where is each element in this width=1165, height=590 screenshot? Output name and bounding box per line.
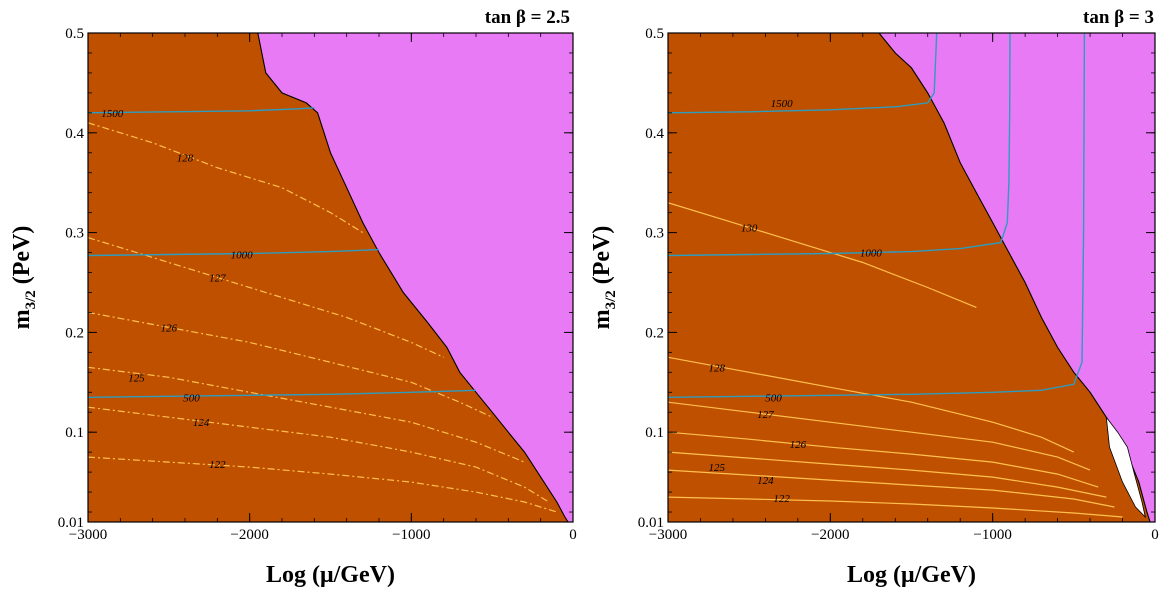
x-tick-label: −3000 — [649, 527, 687, 543]
mass-contour — [668, 33, 1086, 398]
higgs-contour — [88, 122, 364, 234]
x-axis-label: Log (μ/GeV) — [266, 562, 395, 588]
y-tick-label: 0.1 — [65, 425, 84, 441]
excluded-region — [879, 33, 1155, 522]
higgs-contour-label: 125 — [128, 372, 145, 384]
y-tick-label: 0.4 — [645, 126, 664, 142]
x-tick-label: 0 — [1151, 527, 1159, 543]
higgs-contour-label: 127 — [209, 273, 226, 285]
higgs-contour — [668, 401, 1091, 471]
higgs-contour-label: 124 — [757, 475, 774, 487]
y-tick-label: 0.2 — [65, 325, 84, 341]
higgs-contour-label: 126 — [161, 322, 178, 334]
y-axis-label-main: m — [9, 309, 35, 329]
mass-contour — [88, 107, 315, 114]
excluded-region — [257, 33, 573, 522]
higgs-contour-label: 122 — [773, 493, 790, 505]
y-tick-label: 0.3 — [645, 226, 664, 242]
higgs-contour-label: 124 — [193, 417, 210, 429]
higgs-contour — [668, 451, 1107, 498]
panel-left: tan β = 2.5 128 127 126 125 124 122 1500 1000 50… — [9, 7, 577, 588]
mass-contour — [668, 33, 938, 114]
higgs-contour — [88, 406, 550, 503]
mass-contour-label: 500 — [183, 392, 200, 404]
y-axis-label: m3/2 (PeV) — [589, 226, 619, 330]
mass-contour — [668, 33, 1011, 257]
x-tick-label: −1000 — [973, 527, 1011, 543]
higgs-contour — [88, 456, 557, 513]
higgs-contour-label: 127 — [757, 409, 774, 421]
mass-contour-label: 1000 — [231, 250, 254, 262]
panel-title: tan β = 2.5 — [485, 7, 570, 28]
y-axis-label-unit: (PeV) — [9, 226, 35, 285]
x-tick-label: −2000 — [811, 527, 849, 543]
panel-title: tan β = 3 — [1083, 7, 1154, 28]
y-axis-label-sub: 3/2 — [603, 290, 619, 309]
x-axis-label: Log (μ/GeV) — [847, 562, 976, 588]
x-tick-label: −1000 — [392, 527, 430, 543]
higgs-contour — [668, 202, 977, 308]
y-axis-label-main: m — [589, 309, 615, 329]
y-axis-label: m3/2 (PeV) — [9, 226, 39, 330]
y-axis-label-unit: (PeV) — [589, 226, 615, 285]
higgs-contour-label: 122 — [209, 459, 226, 471]
y-tick-label: 0.2 — [645, 325, 664, 341]
higgs-contour — [668, 496, 1123, 518]
y-tick-label: 0.1 — [645, 425, 664, 441]
mass-contour — [88, 389, 477, 398]
y-tick-label: 0.5 — [645, 26, 664, 42]
x-tick-label: 0 — [569, 527, 577, 543]
y-tick-label: 0.3 — [65, 226, 84, 242]
y-axis-label-sub: 3/2 — [23, 290, 39, 309]
higgs-contour — [88, 366, 525, 463]
plot-area: 130 128 127 126 125 124 122 1500 1000 500 — [668, 33, 1155, 522]
y-tick-label: 0.4 — [65, 126, 84, 142]
higgs-contour-label: 130 — [741, 223, 758, 235]
y-tick-label: 0.01 — [638, 515, 664, 531]
higgs-contour-label: 128 — [708, 362, 725, 374]
plot-area: 128 127 126 125 124 122 1500 1000 500 — [88, 33, 573, 522]
higgs-contour-label: 125 — [708, 462, 725, 474]
y-tick-label: 0.5 — [65, 26, 84, 42]
mass-contour-label: 1000 — [860, 248, 883, 260]
mass-contour-label: 500 — [765, 392, 782, 404]
x-tick-label: −2000 — [230, 527, 268, 543]
mass-contour-label: 1500 — [101, 108, 124, 120]
y-tick-label: 0.01 — [58, 515, 84, 531]
mass-contour-label: 1500 — [771, 98, 794, 110]
x-tick-label: −3000 — [69, 527, 107, 543]
plot-frame — [87, 32, 574, 523]
higgs-contour — [668, 356, 1075, 453]
panel-right: tan β = 3 130 128 127 126 125 124 122 1500 1000 5… — [589, 7, 1159, 588]
plot-frame — [667, 32, 1156, 523]
mass-contour — [88, 248, 380, 257]
higgs-contour — [668, 431, 1099, 488]
gap-region — [1105, 415, 1146, 519]
excluded-boundary — [257, 33, 569, 522]
higgs-contour — [668, 469, 1115, 508]
higgs-contour-label: 128 — [177, 153, 194, 165]
higgs-contour-label: 126 — [790, 439, 807, 451]
